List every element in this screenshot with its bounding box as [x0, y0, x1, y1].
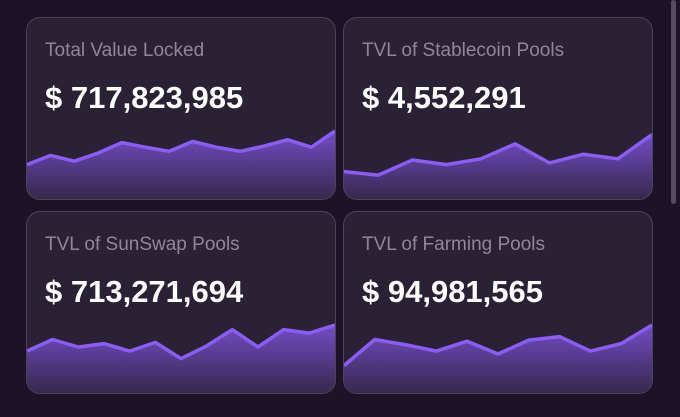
card-title: TVL of Stablecoin Pools	[362, 40, 565, 61]
sparkline-chart	[344, 323, 652, 393]
sparkline-area	[344, 325, 652, 393]
sparkline-line	[27, 323, 335, 361]
card-value: $ 94,981,565	[362, 274, 544, 309]
card-value: $ 717,823,985	[45, 80, 244, 115]
sparkline-line	[344, 133, 652, 177]
card-title: Total Value Locked	[45, 40, 205, 61]
sparkline-chart	[27, 129, 335, 199]
card-farming-pools[interactable]: TVL of Farming Pools $ 94,981,565	[343, 211, 653, 394]
card-sunswap-pools[interactable]: TVL of SunSwap Pools $ 713,271,694	[26, 211, 336, 394]
card-title: TVL of Farming Pools	[362, 234, 546, 255]
sparkline-line	[27, 129, 335, 167]
sparkline-line	[344, 323, 652, 367]
scrollbar[interactable]	[671, 0, 676, 204]
sparkline-area	[344, 134, 652, 199]
card-total-value-locked[interactable]: Total Value Locked $ 717,823,985	[26, 17, 336, 200]
sparkline-chart	[27, 323, 335, 393]
card-stablecoin-pools[interactable]: TVL of Stablecoin Pools $ 4,552,291	[343, 17, 653, 200]
card-value: $ 4,552,291	[362, 80, 526, 115]
card-value: $ 713,271,694	[45, 274, 244, 309]
sparkline-chart	[344, 133, 652, 199]
card-title: TVL of SunSwap Pools	[45, 234, 240, 255]
